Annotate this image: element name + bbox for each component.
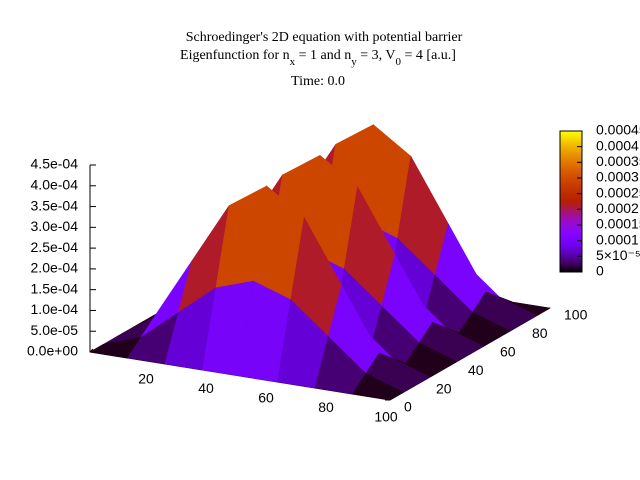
- colorbar-tick-label: 0.0003: [596, 169, 639, 185]
- z-tick-label: 3.0e-04: [31, 218, 79, 234]
- y-tick-label: 60: [500, 344, 516, 360]
- subtitle-part: = 4 [a.u.]: [401, 48, 456, 63]
- y-tick-label: 80: [532, 325, 548, 341]
- subscript: 0: [396, 56, 402, 68]
- colorbar-tick-label: 0.00015: [596, 216, 640, 232]
- chart-subtitle: Eigenfunction for nx = 1 and ny = 3, V0 …: [180, 48, 456, 67]
- colorbar-tick-label: 0.0002: [596, 200, 639, 216]
- z-tick-label: 2.5e-04: [31, 239, 79, 255]
- colorbar: [559, 130, 583, 273]
- surface-patch: [351, 373, 404, 401]
- x-tick-label: 80: [318, 399, 334, 415]
- subtitle-part: = 3, V: [357, 48, 396, 63]
- colorbar-tick-label: 0.0004: [596, 137, 639, 153]
- y-tick-label: 20: [436, 380, 452, 396]
- z-tick-label: 1.0e-04: [31, 301, 79, 317]
- z-tick-label: 1.5e-04: [31, 280, 79, 296]
- z-tick-label: 4.5e-04: [31, 156, 79, 172]
- z-tick-label: 5.0e-05: [31, 322, 79, 338]
- subscript: x: [290, 56, 296, 68]
- x-tick-label: 40: [198, 380, 214, 396]
- time-label: Time: 0.0: [291, 74, 345, 89]
- colorbar-tick-label: 0.00045: [596, 122, 640, 138]
- y-tick-label: 0: [404, 399, 412, 415]
- z-tick-label: 2.0e-04: [31, 260, 79, 276]
- x-tick-label: 100: [374, 409, 398, 425]
- y-tick-label: 100: [564, 307, 588, 323]
- colorbar-tick-label: 0: [596, 263, 604, 279]
- colorbar-tick-label: 0.00035: [596, 153, 640, 169]
- x-tick-label: 60: [258, 390, 274, 406]
- z-tick-label: 3.5e-04: [31, 197, 79, 213]
- subtitle-part: Eigenfunction for n: [180, 48, 290, 63]
- x-tick-label: 20: [138, 370, 154, 386]
- z-tick-label: 4.0e-04: [31, 176, 79, 192]
- subscript: y: [351, 56, 357, 68]
- subtitle-part: = 1 and n: [295, 48, 351, 63]
- chart-title: Schroedinger's 2D equation with potentia…: [186, 30, 463, 45]
- z-tick-label: 0.0e+00: [27, 343, 78, 359]
- colorbar-tick-label: 0.00025: [596, 184, 640, 200]
- y-tick-label: 40: [468, 362, 484, 378]
- colorbar-tick-label: 5×10⁻⁵: [596, 247, 640, 263]
- colorbar-tick-label: 0.0001: [596, 231, 639, 247]
